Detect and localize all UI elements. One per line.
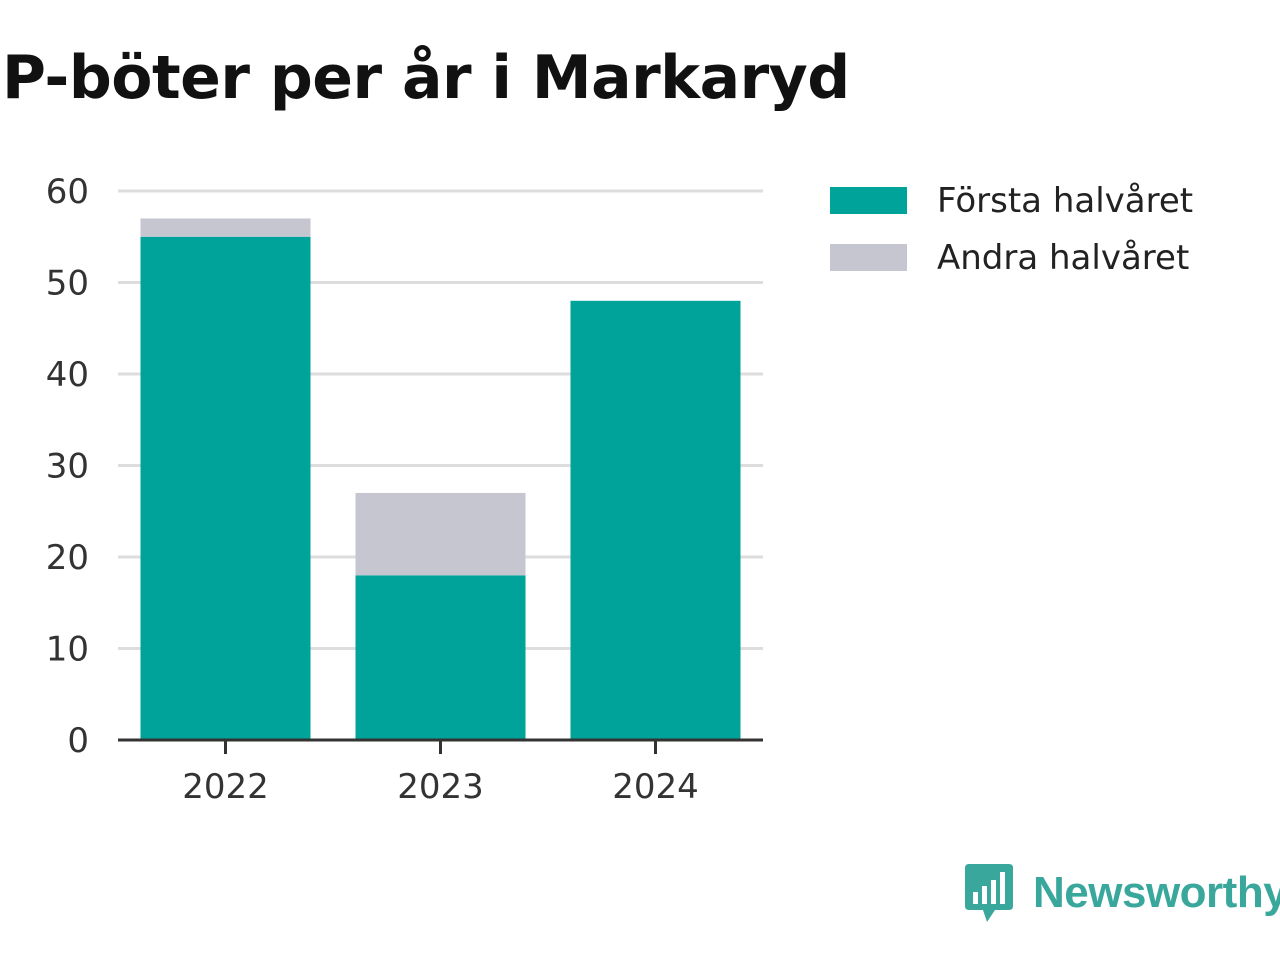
bar-2023-series-1 [355, 492, 526, 576]
bar-2022-series-1 [140, 218, 311, 237]
bars [140, 218, 741, 740]
bar-2022-series-0 [140, 236, 311, 740]
legend: Första halvåret Andra halvåret [830, 172, 1193, 286]
bar-2024-series-0 [570, 300, 741, 740]
x-tick-label-2024: 2024 [612, 767, 699, 807]
brand-name: Newsworthy [1033, 868, 1280, 917]
y-tick-label-0: 0 [67, 721, 89, 761]
x-tick-label-2022: 2022 [182, 767, 269, 807]
x-tick-label-2023: 2023 [397, 767, 484, 807]
bar-2023-series-0 [355, 575, 526, 740]
y-tick-label-40: 40 [46, 355, 89, 395]
legend-item-first-half: Första halvåret [830, 172, 1193, 229]
chart-title: P-böter per år i Markaryd [2, 43, 850, 113]
x-axis [118, 738, 763, 754]
legend-swatch-first-half [830, 187, 907, 214]
x-axis-tick-labels: 2022 2023 2024 [182, 767, 699, 807]
legend-swatch-second-half [830, 244, 907, 271]
y-tick-label-30: 30 [46, 447, 89, 487]
y-tick-label-60: 60 [46, 172, 89, 212]
legend-item-second-half: Andra halvåret [830, 229, 1193, 286]
y-axis-tick-labels: 0 10 20 30 40 50 60 [46, 172, 89, 761]
y-tick-label-10: 10 [46, 630, 89, 670]
y-tick-label-20: 20 [46, 538, 89, 578]
legend-label-first-half: Första halvåret [937, 180, 1194, 221]
bar-chart: 0 10 20 30 40 50 60 2022 2023 2024 [46, 172, 763, 807]
legend-label-second-half: Andra halvåret [937, 237, 1190, 278]
newsworthy-logo-icon [965, 864, 1013, 922]
brand-logo: Newsworthy [963, 862, 1280, 924]
y-tick-label-50: 50 [46, 264, 89, 304]
